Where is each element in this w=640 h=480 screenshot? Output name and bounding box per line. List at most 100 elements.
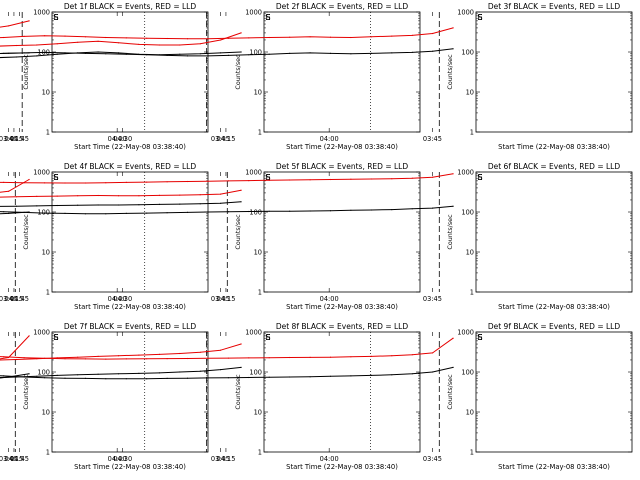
marker-e: E: [477, 173, 482, 182]
marker-s: S: [477, 173, 482, 182]
x-tick-label: 03:45: [211, 455, 230, 463]
lld-data-point: [350, 356, 352, 358]
marker-s: S: [265, 173, 270, 182]
x-tick-label: 04:15: [4, 455, 23, 463]
x-tick-label: 04:45: [10, 295, 29, 303]
events-data-point: [15, 205, 17, 207]
events-data-point: [248, 54, 250, 56]
events-data-point: [179, 53, 181, 55]
events-data-point: [350, 53, 352, 55]
events-data-point: [125, 212, 127, 214]
y-axis-label: Counts/sec: [446, 54, 454, 90]
lld-data-point: [158, 194, 160, 196]
x-axis-label: Start Time (22-May-08 03:38:40): [498, 303, 610, 311]
lld-data-point: [158, 44, 160, 46]
lld-data-point: [432, 352, 434, 354]
marker-s: S: [265, 13, 270, 22]
events-data-point: [370, 209, 372, 211]
events-data-point: [97, 51, 99, 53]
x-tick-label: 04:00: [108, 135, 127, 143]
y-tick-label: 1: [470, 128, 474, 136]
lld-data-point: [452, 337, 454, 339]
events-data-point: [199, 203, 201, 205]
events-data-point: [125, 53, 127, 55]
x-tick-label: 04:30: [113, 455, 132, 463]
lld-data-point: [8, 25, 10, 27]
events-data-point: [77, 374, 79, 376]
x-tick-label: 03:45: [0, 455, 18, 463]
x-tick-label: 03:45: [211, 135, 230, 143]
panel-det-4: Det 4f BLACK = Events, RED = LLD 1 10 100 10…: [0, 162, 209, 311]
lld-data-point: [240, 32, 242, 34]
panel-title: Det 5f BLACK = Events, RED = LLD: [276, 162, 409, 171]
events-data-point: [105, 378, 107, 380]
lld-data-point: [44, 35, 46, 37]
marker-e: E: [265, 333, 270, 342]
lld-data-point: [248, 37, 250, 39]
events-data-point: [309, 210, 311, 212]
y-tick-label: 1000: [245, 328, 262, 336]
events-data-point: [220, 52, 222, 54]
events-data-point: [329, 210, 332, 212]
y-tick-label: 100: [249, 48, 262, 56]
lld-data-point: [3, 36, 5, 39]
lld-data-point: [268, 357, 270, 359]
lld-data-point: [207, 180, 209, 182]
lld-data-point: [186, 180, 189, 183]
lld-series-line: [0, 343, 242, 361]
lld-data-point: [391, 35, 393, 37]
x-tick-label: 03:45: [211, 295, 230, 303]
x-tick-label: 03:45: [0, 295, 18, 303]
events-data-point: [23, 52, 25, 54]
events-data-point: [268, 53, 270, 55]
events-data-point: [240, 201, 242, 203]
marker-s: S: [265, 333, 270, 342]
lld-data-point: [370, 178, 372, 180]
lld-data-point: [84, 182, 86, 184]
lld-data-point: [289, 356, 291, 359]
events-data-point: [125, 378, 127, 380]
events-data-point: [432, 207, 434, 209]
y-tick-label: 10: [254, 408, 262, 416]
lld-data-point: [117, 42, 120, 44]
events-data-point: [289, 210, 291, 212]
lld-data-point: [97, 40, 99, 42]
lld-data-point: [3, 181, 5, 183]
events-data-point: [207, 211, 209, 213]
y-tick-label: 1: [470, 448, 474, 456]
lld-data-point: [44, 357, 46, 359]
y-tick-label: 10: [254, 88, 262, 96]
lld-data-point: [138, 354, 140, 356]
y-tick-label: 10: [466, 408, 474, 416]
y-axis-label: Counts/sec: [234, 214, 242, 250]
y-tick-label: 10: [254, 248, 262, 256]
marker-e: E: [53, 173, 58, 182]
lld-data-point: [84, 36, 86, 38]
marker-s: S: [265, 333, 270, 342]
lld-series-line: [0, 337, 454, 360]
lld-data-point: [350, 178, 352, 180]
events-data-point: [28, 373, 30, 375]
events-data-point: [370, 374, 372, 376]
lld-data-point: [15, 196, 17, 198]
x-tick-label: 04:45: [10, 135, 29, 143]
lld-data-point: [56, 195, 58, 197]
events-data-point: [23, 211, 25, 213]
panel-title: Det 6f BLACK = Events, RED = LLD: [488, 162, 621, 171]
lld-data-point: [391, 355, 393, 357]
y-tick-label: 10: [42, 88, 50, 96]
y-axis-label: Counts/sec: [234, 54, 242, 90]
x-tick-label: 03:45: [0, 135, 18, 143]
events-data-point: [220, 369, 222, 371]
events-data-point: [3, 52, 5, 55]
lld-data-point: [84, 358, 86, 360]
lld-data-point: [138, 195, 140, 197]
lld-data-point: [186, 357, 189, 360]
plot-frame: [263, 171, 421, 293]
panel-det-9: Det 9f BLACK = Events, RED = LLD11010010…: [0, 322, 633, 471]
lld-data-point: [220, 39, 222, 41]
lld-data-point: [117, 195, 120, 197]
lld-data-point: [125, 358, 127, 360]
lld-data-point: [56, 43, 58, 45]
y-tick-label: 100: [37, 208, 50, 216]
